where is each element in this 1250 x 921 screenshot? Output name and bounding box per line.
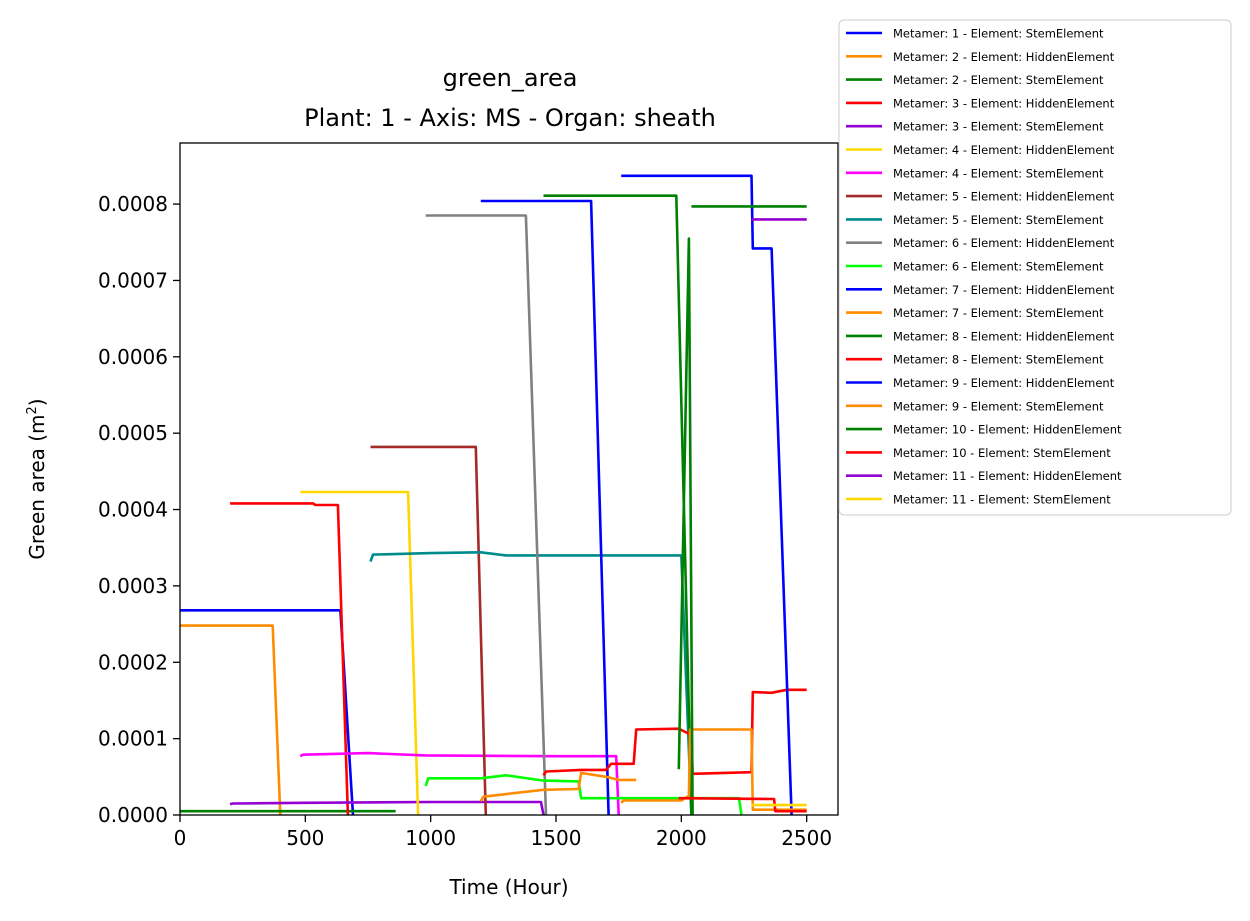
- series-line-4: [230, 502, 350, 815]
- series-line-6: [300, 490, 420, 815]
- x-tick-label: 500: [286, 826, 324, 850]
- y-tick-label: 0.0003: [98, 574, 168, 598]
- x-axis-label: Time (Hour): [448, 875, 568, 899]
- series-line-17: [620, 728, 807, 811]
- y-tick-label: 0.0002: [98, 650, 168, 674]
- series-line-18: [677, 237, 694, 815]
- legend-entry: Metamer: 9 - Element: StemElement: [893, 399, 1104, 413]
- series-line-14: [543, 194, 693, 815]
- series-line-11: [424, 774, 743, 815]
- x-axis: 0 500 1000 1500 2000 2500: [174, 815, 832, 850]
- y-axis-label-closing: ): [25, 398, 49, 406]
- chart-title: green_area: [443, 64, 578, 92]
- legend-entry: Metamer: 4 - Element: HiddenElement: [893, 143, 1115, 157]
- series-line-8: [370, 445, 488, 815]
- series-line-9: [369, 551, 693, 815]
- series-line-7: [299, 751, 620, 815]
- legend-entry: Metamer: 2 - Element: HiddenElement: [893, 50, 1115, 64]
- legend-entry: Metamer: 5 - Element: StemElement: [893, 213, 1104, 227]
- y-tick-label: 0.0006: [98, 345, 168, 369]
- series-line-13: [479, 771, 637, 802]
- legend-entry: Metamer: 11 - Element: HiddenElement: [893, 469, 1122, 483]
- series-line-5: [229, 800, 545, 815]
- x-tick-label: 1000: [405, 826, 456, 850]
- y-axis-label-superscript: 2: [25, 406, 40, 414]
- series-line-16: [621, 174, 793, 815]
- y-tick-label: 0.0001: [98, 727, 168, 751]
- chart-subtitle: Plant: 1 - Axis: MS - Organ: sheath: [304, 104, 716, 132]
- series-line-12: [480, 199, 610, 815]
- legend-entry: Metamer: 3 - Element: StemElement: [893, 120, 1104, 134]
- x-tick-label: 2500: [781, 826, 832, 850]
- legend: Metamer: 1 - Element: StemElement Metamer…: [838, 19, 1232, 516]
- legend-entry: Metamer: 6 - Element: HiddenElement: [893, 236, 1115, 250]
- legend-entry: Metamer: 7 - Element: HiddenElement: [893, 283, 1115, 297]
- series-line-2: [180, 624, 282, 815]
- y-tick-label: 0.0007: [98, 268, 168, 292]
- legend-entry: Metamer: 10 - Element: StemElement: [893, 446, 1111, 460]
- legend-entry: Metamer: 8 - Element: StemElement: [893, 353, 1104, 367]
- y-tick-label: 0.0008: [98, 192, 168, 216]
- series-layer: [180, 174, 807, 815]
- series-line-1: [180, 609, 355, 815]
- legend-frame: [838, 19, 1232, 516]
- y-axis-label: Green area (m2): [25, 398, 49, 559]
- y-tick-label: 0.0000: [98, 803, 168, 827]
- y-axis: 0.0000 0.0001 0.0002 0.0003 0.0004 0.0005 0.00…: [98, 192, 180, 827]
- legend-entry: Metamer: 2 - Element: StemElement: [893, 73, 1104, 87]
- y-tick-label: 0.0004: [98, 498, 168, 522]
- legend-entry: Metamer: 8 - Element: HiddenElement: [893, 329, 1115, 343]
- legend-entry: Metamer: 4 - Element: StemElement: [893, 166, 1104, 180]
- legend-entry: Metamer: 9 - Element: HiddenElement: [893, 376, 1115, 390]
- y-tick-label: 0.0005: [98, 421, 168, 445]
- legend-entry: Metamer: 6 - Element: StemElement: [893, 260, 1104, 274]
- plot-frame: [179, 142, 839, 816]
- legend-entry: Metamer: 11 - Element: StemElement: [893, 493, 1111, 507]
- x-tick-label: 0: [174, 826, 187, 850]
- x-tick-label: 1500: [531, 826, 582, 850]
- legend-entry: Metamer: 5 - Element: HiddenElement: [893, 190, 1115, 204]
- series-line-10: [425, 214, 548, 815]
- legend-entry: Metamer: 3 - Element: HiddenElement: [893, 96, 1115, 110]
- legend-entry: Metamer: 7 - Element: StemElement: [893, 306, 1104, 320]
- legend-entry: Metamer: 1 - Element: StemElement: [893, 27, 1104, 41]
- series-line-15: [542, 688, 807, 777]
- legend-entry: Metamer: 10 - Element: HiddenElement: [893, 423, 1122, 437]
- x-tick-label: 2000: [656, 826, 707, 850]
